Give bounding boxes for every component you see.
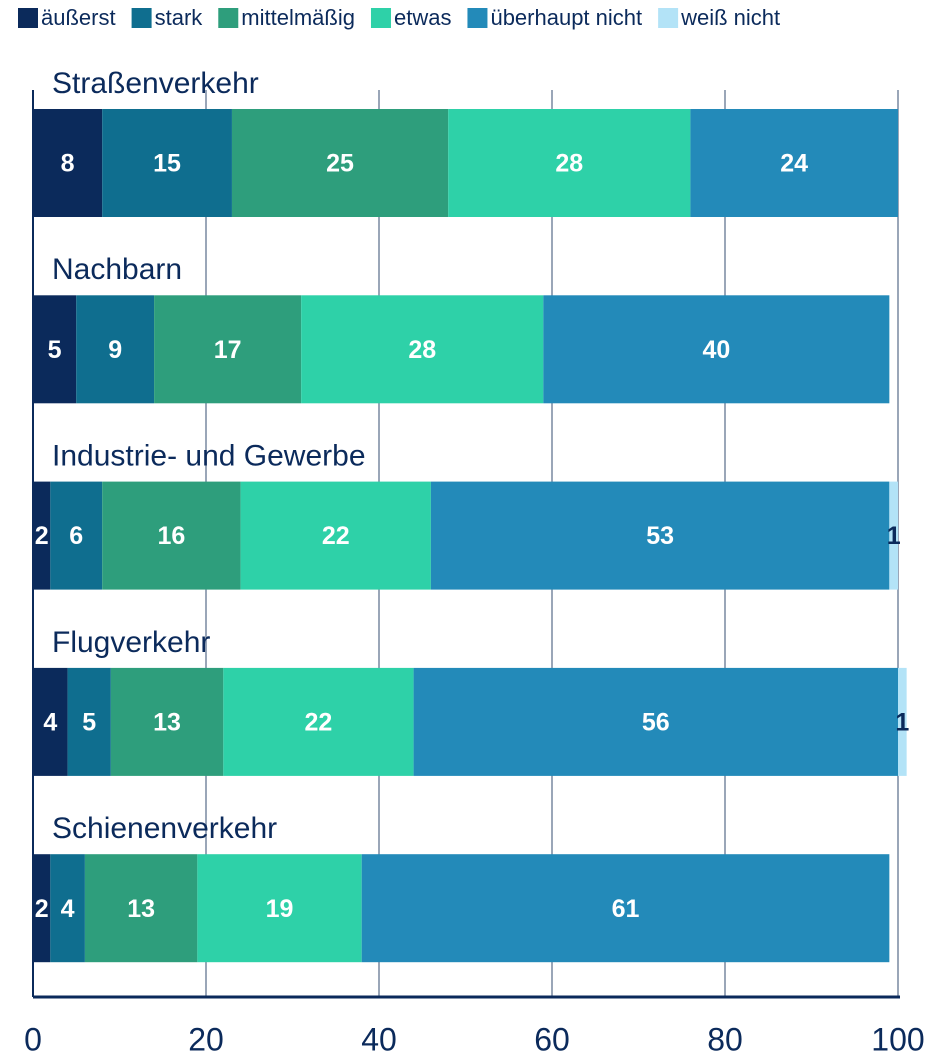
value-label: 25: [326, 150, 354, 178]
bar-segment: [197, 854, 362, 963]
x-tick-label: 100: [871, 1021, 924, 1057]
bar-segment: [898, 667, 907, 776]
legend-swatch: [370, 8, 391, 28]
value-label: 19: [266, 895, 294, 923]
category-label: Straßenverkehr: [52, 67, 259, 100]
bar-segment: [33, 667, 68, 776]
bar-segment: [231, 109, 449, 217]
legend-label: mittelmäßig: [241, 5, 355, 30]
value-label: 28: [555, 150, 583, 178]
bar-segment: [543, 295, 890, 404]
category-label: Schienenverkehr: [52, 812, 277, 845]
bar-segment: [154, 295, 302, 404]
legend-label: etwas: [394, 5, 451, 30]
value-label: 22: [322, 522, 350, 550]
legend-swatch: [18, 8, 38, 28]
bar-segment: [301, 295, 544, 404]
value-label: 6: [69, 522, 83, 550]
value-label: 17: [214, 336, 242, 364]
value-label: 4: [43, 709, 57, 737]
bar-segment: [240, 481, 431, 590]
bar-segment: [50, 481, 103, 590]
legend-label: überhaupt nicht: [490, 5, 642, 30]
legend-label: äußerst: [41, 5, 116, 30]
bar-segment: [67, 667, 111, 776]
legend-label: stark: [155, 5, 204, 30]
x-tick-label: 20: [188, 1021, 224, 1057]
x-tick-label: 40: [361, 1021, 397, 1057]
bar-segment: [102, 481, 241, 590]
bar-segment: [889, 481, 898, 590]
value-label: 1: [887, 522, 901, 550]
bar-segment: [50, 854, 85, 963]
bar-segment: [430, 481, 890, 590]
value-label: 40: [702, 336, 730, 364]
bar-segment: [690, 109, 898, 217]
value-label: 16: [157, 522, 185, 550]
bar-segment: [448, 109, 691, 217]
value-label: 13: [127, 895, 155, 923]
value-label: 56: [642, 709, 670, 737]
legend-label: weiß nicht: [680, 5, 780, 30]
value-label: 9: [108, 336, 122, 364]
bar-segment: [33, 481, 51, 590]
legend-swatch: [658, 8, 679, 28]
legend-swatch: [218, 8, 239, 28]
bar-segment: [76, 295, 155, 404]
value-label: 2: [35, 895, 49, 923]
category-label: Industrie- und Gewerbe: [52, 440, 366, 473]
legend-swatch: [131, 8, 152, 28]
bar-segment: [361, 854, 890, 963]
bar-segment: [110, 667, 224, 776]
value-label: 1: [895, 709, 909, 737]
value-label: 22: [305, 709, 333, 737]
value-label: 53: [646, 522, 674, 550]
value-label: 4: [61, 895, 75, 923]
x-tick-label: 0: [24, 1021, 42, 1057]
x-tick-label: 80: [707, 1021, 743, 1057]
value-label: 5: [48, 336, 62, 364]
value-label: 8: [61, 150, 75, 178]
bar-segment: [33, 109, 103, 217]
value-label: 15: [153, 150, 181, 178]
value-label: 24: [780, 150, 808, 178]
value-label: 61: [612, 895, 640, 923]
legend-swatch: [467, 8, 488, 28]
category-label: Nachbarn: [52, 253, 182, 286]
value-label: 2: [35, 522, 49, 550]
bar-segment: [84, 854, 198, 963]
value-label: 5: [82, 709, 96, 737]
bar-segment: [223, 667, 414, 776]
value-label: 13: [153, 709, 181, 737]
value-label: 28: [408, 336, 436, 364]
bar-segment: [33, 854, 51, 963]
bar-segment: [33, 295, 77, 404]
x-tick-label: 60: [534, 1021, 570, 1057]
bar-segment: [413, 667, 898, 776]
bar-segment: [102, 109, 232, 217]
category-label: Flugverkehr: [52, 626, 210, 659]
